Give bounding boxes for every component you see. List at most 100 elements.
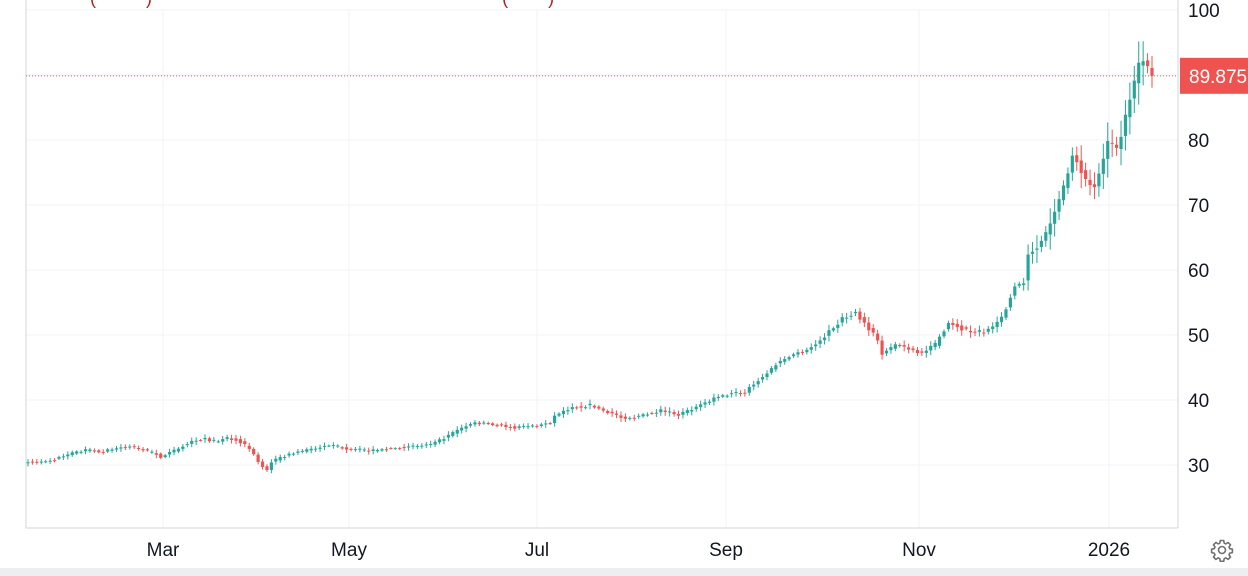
candle-body xyxy=(340,447,344,449)
candle-body xyxy=(672,412,676,415)
candle-body xyxy=(198,440,203,442)
candle-body xyxy=(676,413,681,416)
candle-body xyxy=(424,444,428,446)
candle-body xyxy=(911,348,915,351)
candle-body xyxy=(229,438,234,440)
y-tick-label: 80 xyxy=(1188,131,1209,152)
candle-body xyxy=(853,311,858,314)
candle-body xyxy=(601,408,605,411)
candle-body xyxy=(468,424,473,426)
candle-body xyxy=(194,440,198,442)
candle-body xyxy=(592,405,597,408)
candle-body xyxy=(937,336,942,346)
candle-body xyxy=(216,441,220,443)
candle-body xyxy=(482,422,486,424)
candle-body xyxy=(995,321,999,328)
candle-body xyxy=(579,406,583,408)
candle-body xyxy=(725,395,729,397)
candle-body xyxy=(1004,309,1008,318)
candle-body xyxy=(190,440,194,444)
x-tick-label: Sep xyxy=(709,540,743,561)
candle-body xyxy=(57,456,61,459)
candle-body xyxy=(955,323,959,328)
settings-button[interactable] xyxy=(1209,537,1235,563)
candle-body xyxy=(185,444,189,446)
candle-body xyxy=(623,416,627,419)
candle-body xyxy=(530,425,535,427)
candle-body xyxy=(48,460,52,462)
y-tick-label: 70 xyxy=(1188,196,1209,217)
candle-body xyxy=(614,413,619,415)
x-tick-label: 2026 xyxy=(1088,540,1130,561)
candle-body xyxy=(106,449,110,452)
candle-body xyxy=(1092,184,1097,188)
candle-body xyxy=(393,448,397,450)
candle-body xyxy=(1026,254,1030,281)
x-tick-label: Jul xyxy=(525,540,549,561)
candle-body xyxy=(464,426,468,429)
candle-body xyxy=(809,347,813,350)
candle-body xyxy=(137,448,141,450)
candle-body xyxy=(1048,223,1052,235)
candle-body xyxy=(269,462,273,470)
candle-body xyxy=(765,373,769,378)
candle-body xyxy=(1128,99,1132,118)
candle-body xyxy=(309,448,313,451)
candle-body xyxy=(606,410,610,414)
candle-body xyxy=(234,438,238,441)
candle-body xyxy=(1132,80,1136,99)
candle-body xyxy=(570,407,574,410)
candle-body xyxy=(318,447,322,449)
candle-body xyxy=(548,423,552,425)
candle-body xyxy=(561,410,566,415)
grid-layer xyxy=(25,0,1179,529)
candle-body xyxy=(884,350,889,354)
candle-body xyxy=(398,448,402,450)
candle-body xyxy=(982,332,986,334)
candle-body xyxy=(225,437,229,439)
candle-body xyxy=(526,426,530,428)
candle-body xyxy=(783,359,787,362)
candle-body xyxy=(110,449,114,451)
candle-body xyxy=(747,386,751,393)
axis-layer: 30 40 50 60 70 80 100 Mar May Jul Sep Nov 2026 xyxy=(147,1,1220,561)
candle-body xyxy=(336,445,340,447)
candle-body xyxy=(858,311,862,320)
candle-body xyxy=(645,414,650,416)
candle-body xyxy=(1022,283,1026,286)
candle-body xyxy=(999,316,1004,323)
candle-body xyxy=(380,449,384,451)
candle-body xyxy=(597,406,601,409)
candle-body xyxy=(787,357,791,360)
candle-body xyxy=(375,450,380,452)
candle-body xyxy=(389,448,393,450)
candle-body xyxy=(473,422,477,425)
x-tick-label: Nov xyxy=(902,540,936,561)
candle-body xyxy=(30,461,35,463)
candle-body xyxy=(977,330,982,332)
candle-body xyxy=(690,410,694,412)
candle-body xyxy=(752,384,756,387)
candle-body xyxy=(663,410,667,412)
candle-body xyxy=(513,426,517,429)
candle-body xyxy=(260,461,265,467)
candle-body xyxy=(437,439,442,443)
candle-body xyxy=(557,413,561,416)
candle-body xyxy=(1070,155,1074,173)
candle-body xyxy=(291,453,296,455)
candle-body xyxy=(252,448,256,455)
candle-body xyxy=(420,445,424,447)
candle-body xyxy=(1145,60,1150,67)
candle-body xyxy=(442,439,446,441)
candle-body xyxy=(495,424,499,427)
candle-body xyxy=(566,410,570,412)
candle-body xyxy=(327,445,331,447)
last-price-label: 89.875 xyxy=(1189,67,1247,88)
candle-body xyxy=(610,411,614,414)
candle-body xyxy=(827,330,831,336)
price-line-layer: 89.875 xyxy=(26,57,1248,94)
candle-body xyxy=(296,451,300,453)
candle-body xyxy=(314,448,318,450)
candle-body xyxy=(52,460,57,462)
